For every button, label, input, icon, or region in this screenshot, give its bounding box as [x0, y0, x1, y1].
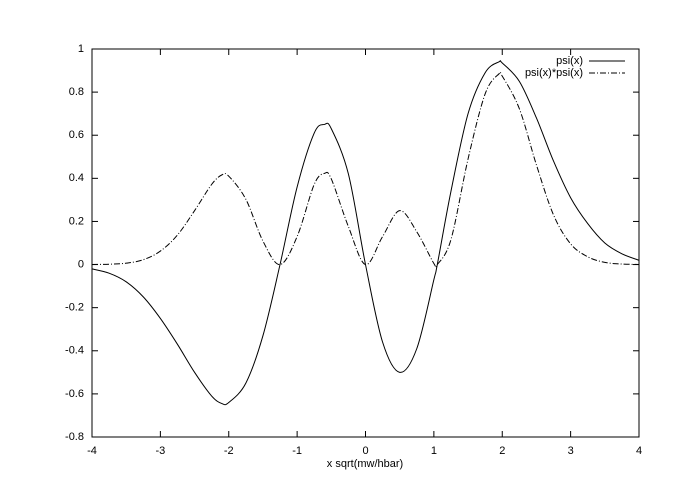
x-tick-label: -4: [87, 445, 97, 457]
y-tick-label: -0.6: [65, 388, 84, 400]
legend-label: psi(x)*psi(x): [525, 67, 583, 79]
x-tick-label: 2: [499, 445, 505, 457]
y-tick-label: 0.4: [69, 172, 84, 184]
y-tick-label: 0.2: [69, 215, 84, 227]
x-tick-label: -1: [292, 445, 302, 457]
x-tick-label: 0: [362, 445, 368, 457]
y-tick-label: -0.8: [65, 431, 84, 443]
y-tick-label: -0.4: [65, 345, 84, 357]
x-axis-label: x sqrt(mw/hbar): [327, 458, 403, 470]
x-tick-label: -2: [224, 445, 234, 457]
x-tick-label: 3: [568, 445, 574, 457]
series-line: [91, 60, 640, 406]
y-tick-label: 0.6: [69, 129, 84, 141]
y-tick-label: 0: [78, 258, 84, 270]
x-tick-label: -3: [155, 445, 165, 457]
series-line: [91, 71, 640, 269]
y-tick-label: 1: [78, 43, 84, 55]
x-tick-label: 1: [431, 445, 437, 457]
plot-frame: [91, 48, 640, 438]
x-tick-label: 4: [636, 445, 642, 457]
y-tick-label: -0.2: [65, 302, 84, 314]
legend-label: psi(x): [556, 55, 583, 67]
y-tick-label: 0.8: [69, 86, 84, 98]
